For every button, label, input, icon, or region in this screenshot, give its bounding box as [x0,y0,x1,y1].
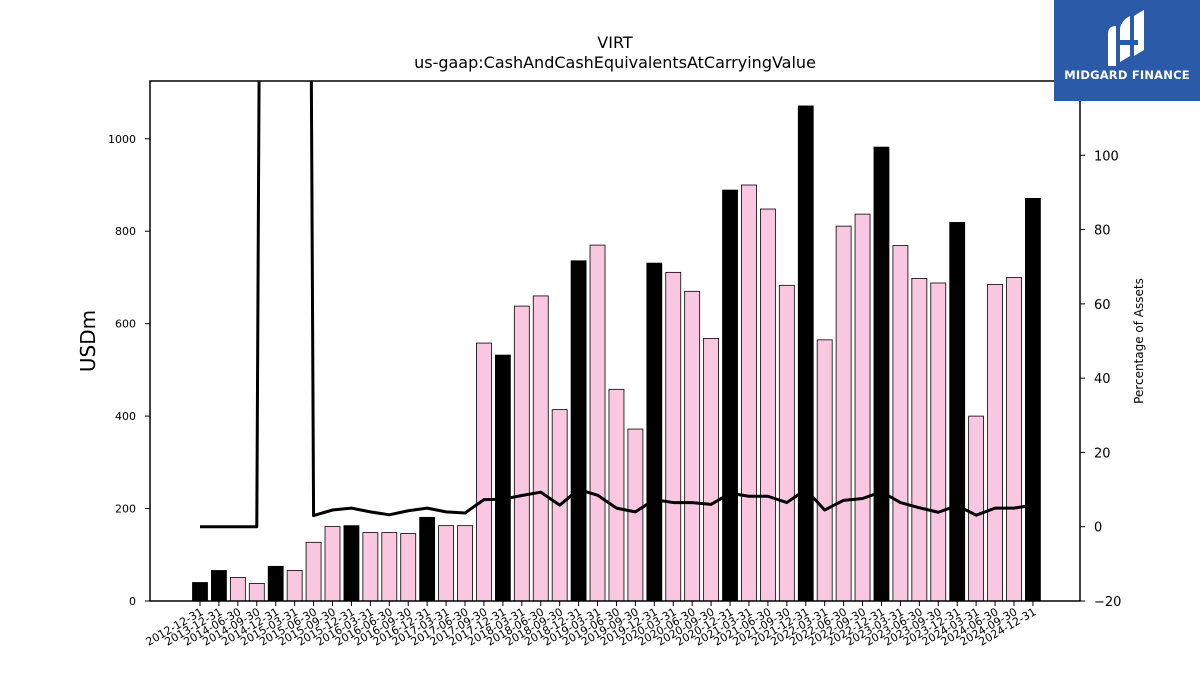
bar-2013-12-31 [211,570,227,602]
bar-2017-09-30 [476,342,492,602]
bar-2016-12-31 [419,516,436,602]
logo-text: MIDGARD FINANCE [1064,68,1190,82]
bar-2024-09-30 [1006,277,1022,602]
y2-tick-label: 100 [1094,149,1119,164]
bar-2020-03-31 [665,271,682,602]
chart-subtitle: us-gaap:CashAndCashEquivalentsAtCarrying… [414,53,816,72]
bar-2014-09-30 [248,583,265,602]
y-tick-label: 600 [115,318,136,331]
chart-title: VIRT [597,33,633,52]
bar-2022-06-30 [835,225,852,602]
bar-2016-06-30 [381,532,398,602]
y2-axis-label: Percentage of Assets [1132,278,1146,404]
bar-2020-06-30 [684,290,701,602]
bar-2022-03-31 [816,339,833,602]
bar-2014-06-30 [229,577,246,602]
bar-2019-12-31 [646,262,663,602]
y2-tick-label: −20 [1094,595,1121,610]
y2-tick-label: 80 [1094,224,1111,239]
bar-2023-12-31 [949,222,966,602]
bar-2016-09-30 [400,533,417,602]
bar-2024-03-31 [968,415,985,602]
midgard-finance-logo: MIDGARD FINANCE [1054,0,1200,101]
bar-2017-03-31 [438,525,454,602]
y2-tick-label: 0 [1094,521,1102,536]
bar-2023-06-30 [911,277,928,602]
bar-2022-12-31 [873,146,890,602]
y2-tick-label: 40 [1094,372,1111,387]
bar-2023-03-31 [892,245,909,602]
bar-2024-06-30 [987,283,1003,602]
y-tick-label: 200 [115,503,136,516]
y-tick-label: 1000 [108,133,136,146]
bar-2017-06-30 [457,525,473,602]
bar-2014-12-31 [267,565,284,602]
bar-2016-03-31 [362,532,379,602]
bar-2023-09-30 [930,282,947,602]
bar-2015-06-30 [305,541,322,602]
percentage-of-assets-line [200,81,1034,529]
bar-2018-06-30 [532,295,549,602]
y2-tick-label: 20 [1094,446,1111,461]
bar-2021-03-31 [741,184,757,602]
bar-2021-09-30 [778,284,795,602]
bar-2019-09-30 [627,428,644,602]
bar-2015-12-31 [343,525,360,602]
bar-2024-12-31 [1025,197,1041,602]
plot-frame [149,80,1081,602]
bar-2018-12-31 [570,260,587,602]
bar-2012-12-31 [192,582,208,602]
y-axis-label: USDm [76,310,100,372]
bar-2015-03-31 [286,570,303,602]
y-tick-label: 800 [115,225,136,238]
bar-2019-06-30 [608,388,625,602]
bar-2019-03-31 [589,244,606,602]
bar-2018-03-31 [513,305,530,602]
midgard-logo-icon [1108,10,1144,66]
bar-2021-06-30 [760,208,776,602]
y-tick-label: 0 [129,595,136,608]
bar-2022-09-30 [854,213,871,602]
y-tick-label: 400 [115,410,136,423]
bar-2017-12-31 [494,354,511,602]
bar-2021-12-31 [797,105,814,602]
bar-2020-12-31 [722,189,738,602]
bar-2015-09-30 [324,526,341,602]
bar-2020-09-30 [703,338,720,602]
y2-tick-label: 60 [1094,298,1111,313]
